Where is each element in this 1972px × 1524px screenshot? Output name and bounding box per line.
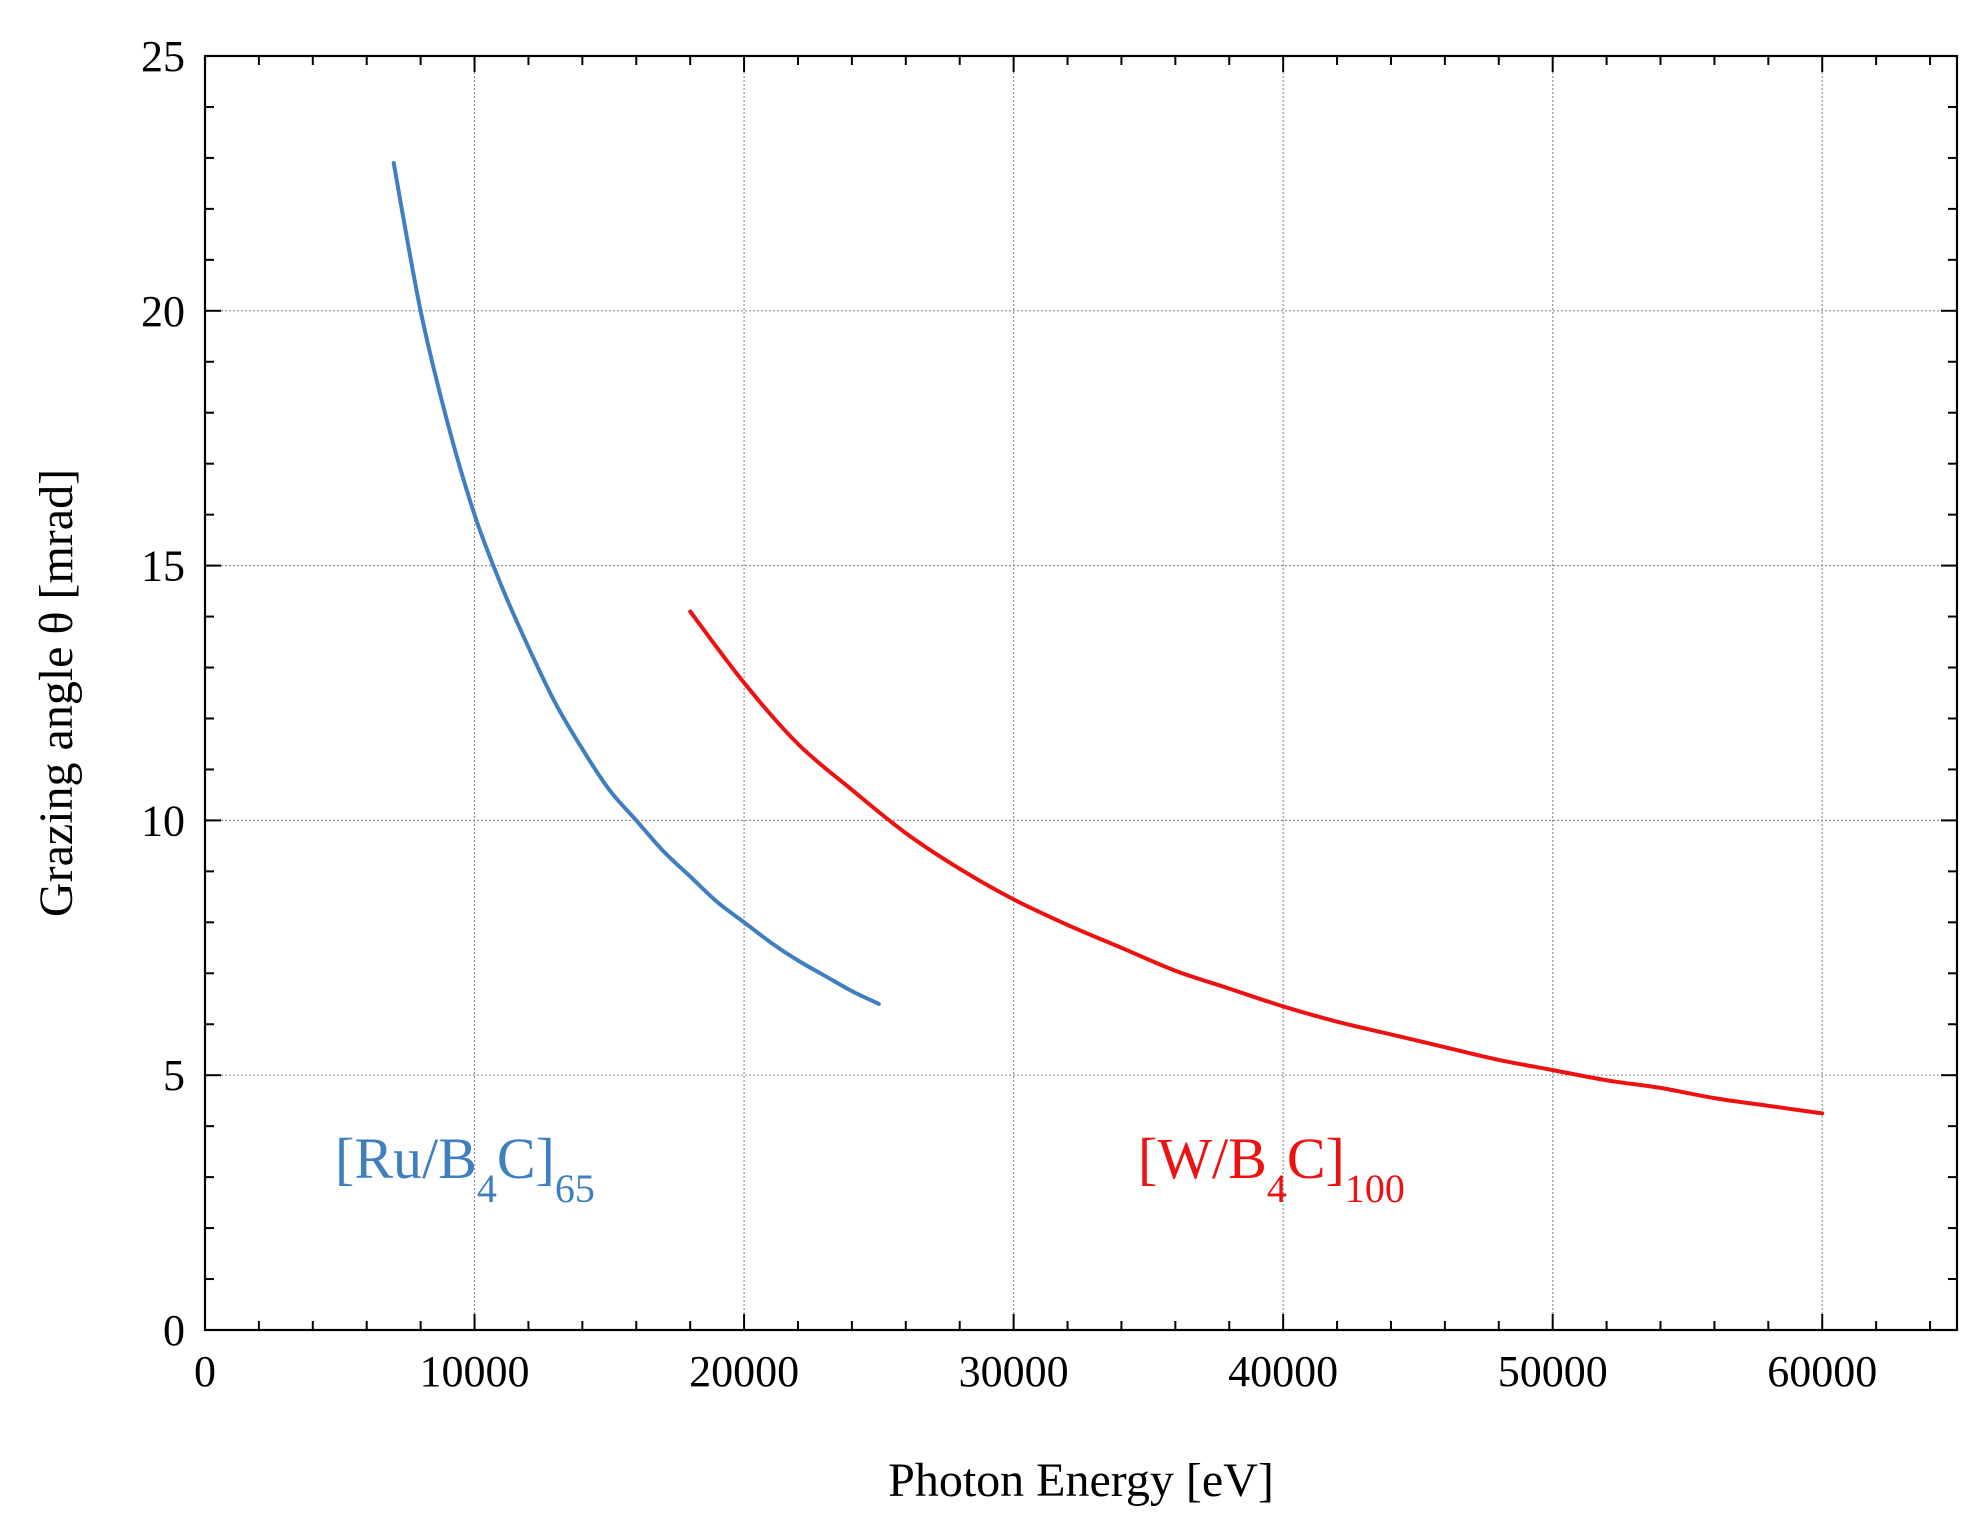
- y-tick-label: 0: [163, 1306, 185, 1355]
- annotation-w-sub2: 100: [1345, 1166, 1405, 1211]
- x-axis-label: Photon Energy [eV]: [888, 1454, 1274, 1507]
- x-tick-label: 10000: [420, 1347, 530, 1396]
- series-line-0: [391, 161, 881, 1006]
- x-tick-label: 60000: [1767, 1347, 1877, 1396]
- y-tick-label: 25: [141, 32, 185, 81]
- plot-frame: [203, 54, 1959, 1332]
- annotation-ru-sub1: 4: [477, 1166, 497, 1211]
- annotation-w-b4c: [W/B4C]100: [1138, 1126, 1405, 1211]
- x-tick-label: 20000: [689, 1347, 799, 1396]
- x-tick-label: 40000: [1228, 1347, 1338, 1396]
- annotation-ru-mid: C]: [497, 1126, 555, 1191]
- series-line-1: [688, 609, 1825, 1116]
- series-layer: [391, 161, 1825, 1116]
- annotation-w-main: [W/B: [1138, 1126, 1267, 1191]
- tick-labels: 0 10000 20000 30000 40000 50000 60000 0 5 10 15 20 2…: [141, 32, 1877, 1396]
- y-tick-label: 20: [141, 287, 185, 336]
- annotation-ru-main: [Ru/B: [335, 1126, 477, 1191]
- y-tick-label: 15: [141, 542, 185, 591]
- annotation-w-sub1: 4: [1267, 1166, 1287, 1211]
- y-tick-label: 10: [141, 796, 185, 845]
- x-tick-label: 0: [194, 1347, 216, 1396]
- annotation-w-mid: C]: [1287, 1126, 1345, 1191]
- x-tick-label: 50000: [1498, 1347, 1608, 1396]
- y-axis-label: Grazing angle θ [mrad]: [30, 469, 83, 917]
- annotation-ru-b4c: [Ru/B4C]65: [335, 1126, 595, 1211]
- annotation-ru-sub2: 65: [555, 1166, 595, 1211]
- x-tick-label: 30000: [959, 1347, 1069, 1396]
- y-tick-label: 5: [163, 1051, 185, 1100]
- grid: [205, 56, 1957, 1330]
